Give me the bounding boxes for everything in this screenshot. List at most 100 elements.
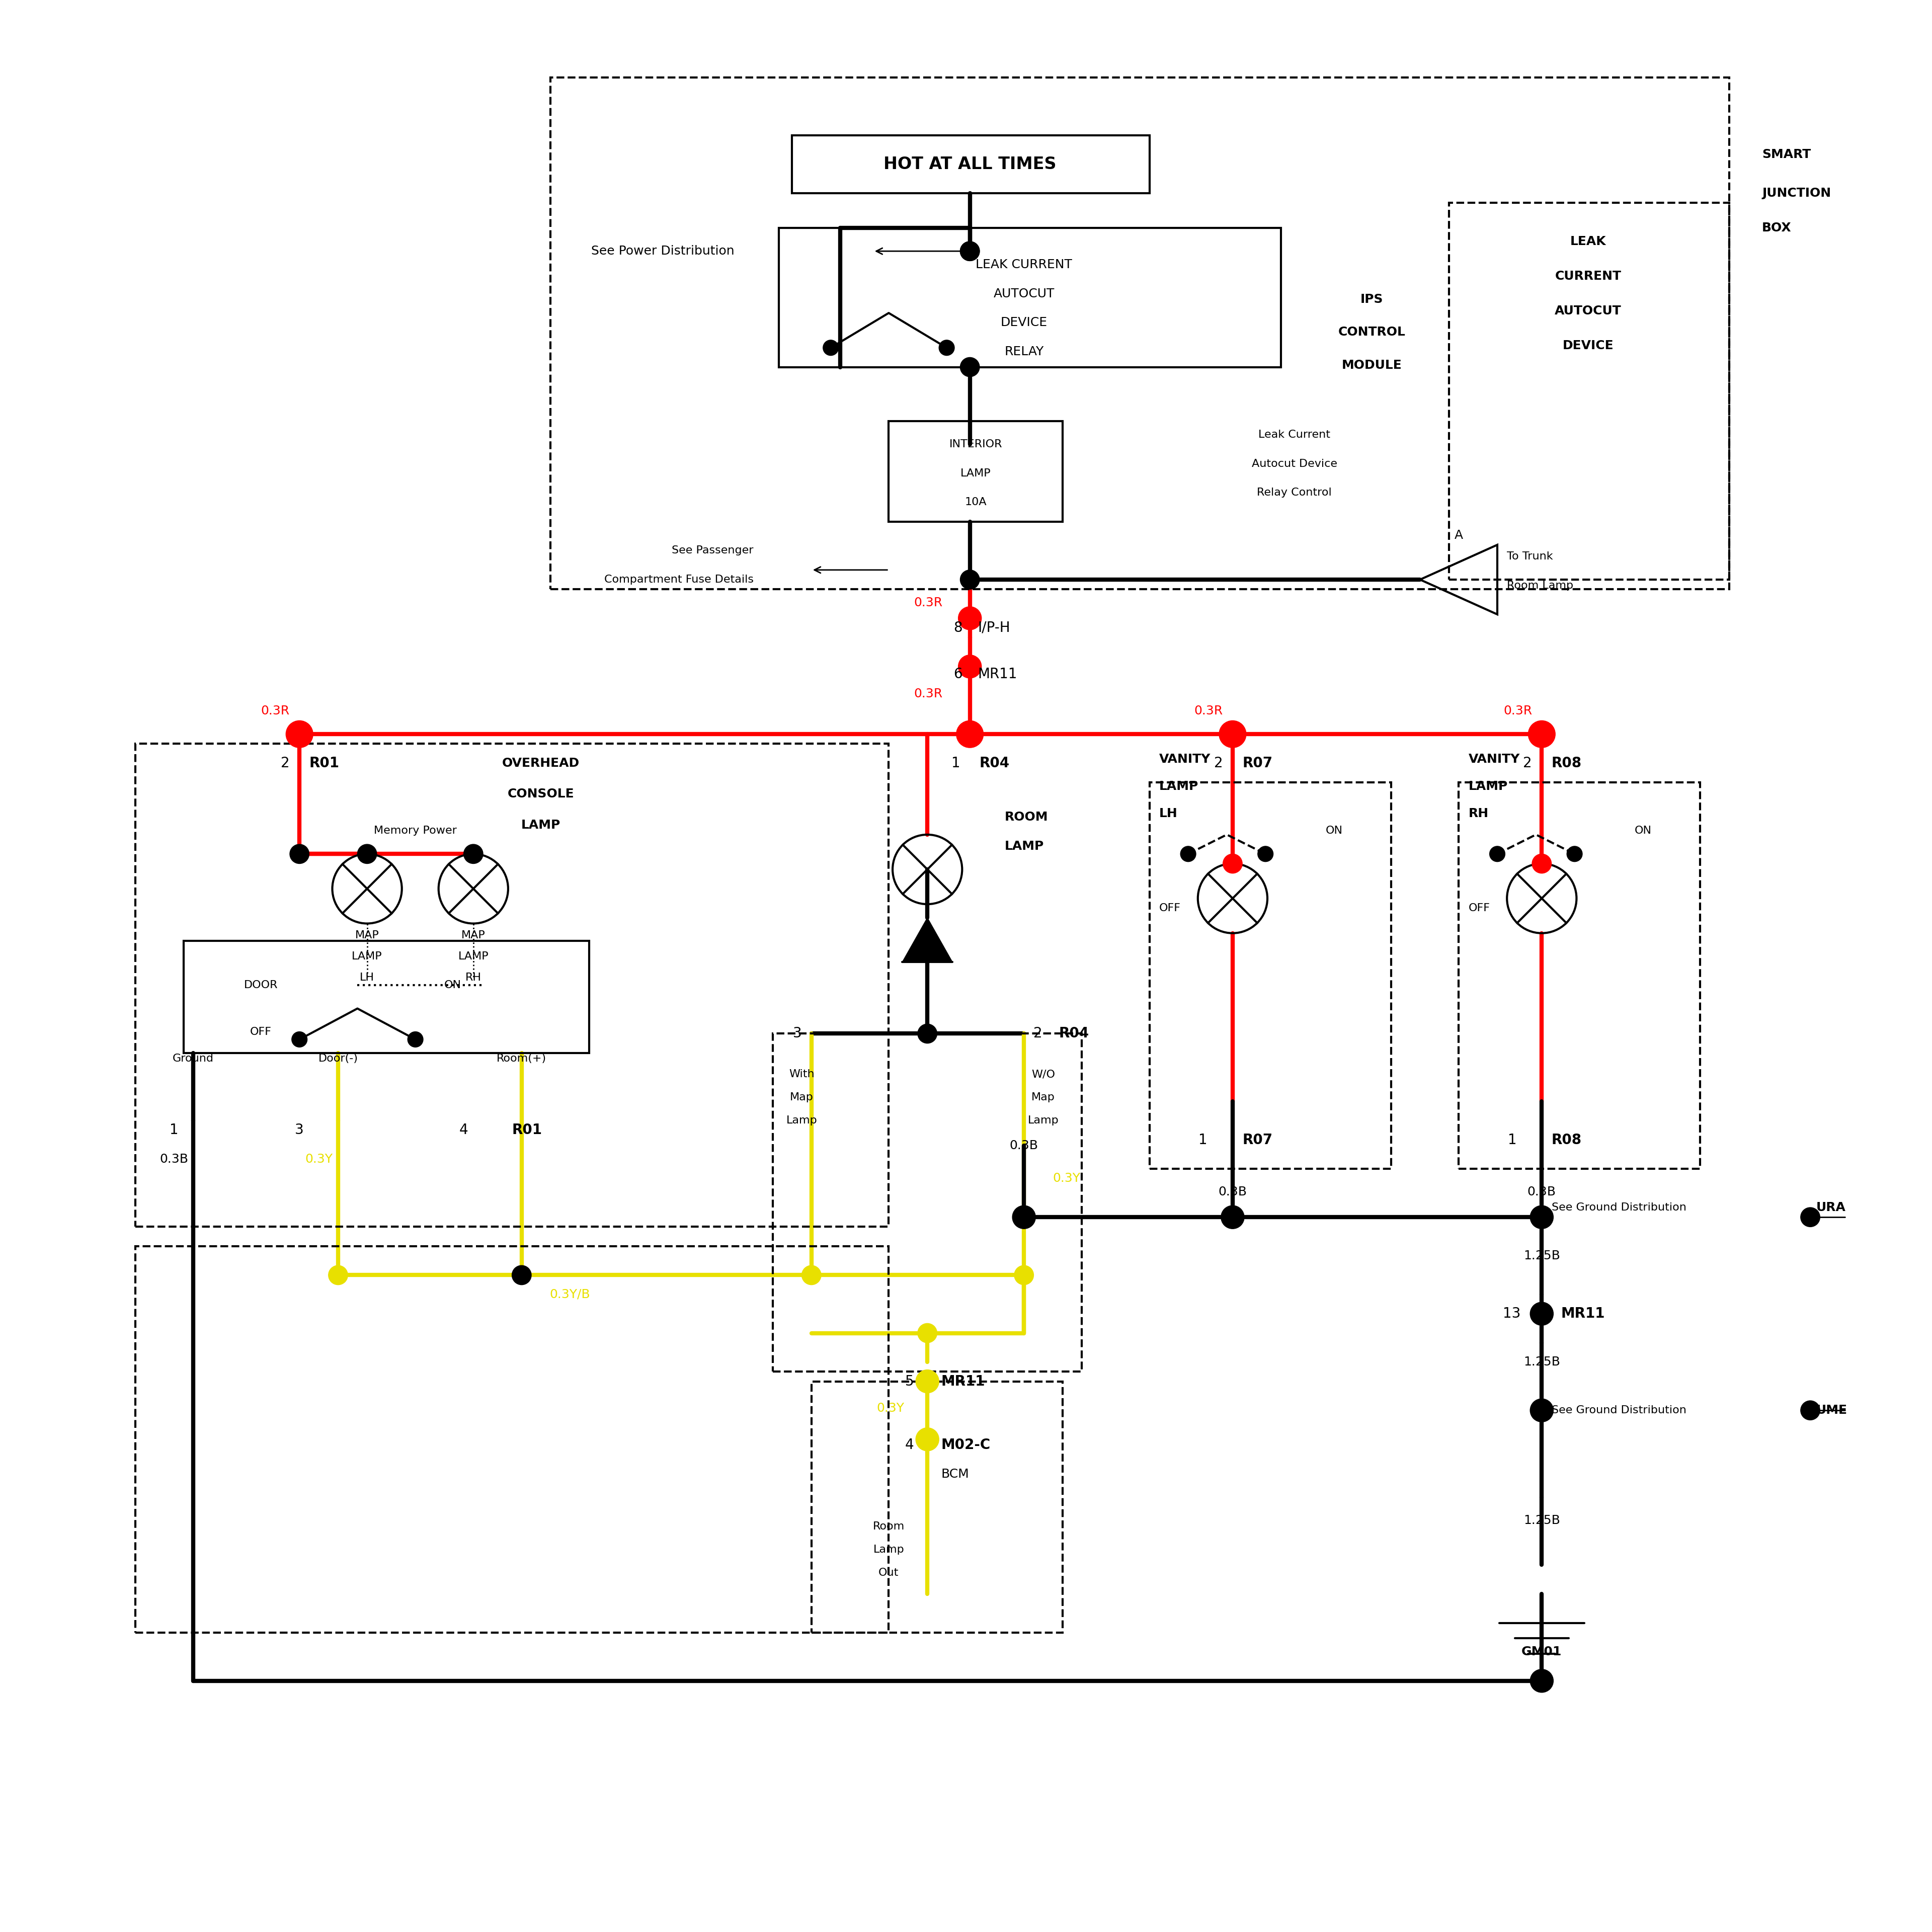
Text: Lamp: Lamp: [1028, 1115, 1059, 1126]
Circle shape: [464, 844, 483, 864]
Text: 1: 1: [1198, 1132, 1208, 1148]
Text: CURRENT: CURRENT: [1555, 270, 1621, 282]
Bar: [135, 744, 889, 1227]
Text: LAMP: LAMP: [522, 819, 560, 831]
Text: Ground: Ground: [172, 1053, 214, 1065]
Text: AUTOCUT: AUTOCUT: [1555, 305, 1621, 317]
Text: R01: R01: [512, 1122, 543, 1138]
Text: DEVICE: DEVICE: [1563, 340, 1613, 352]
Circle shape: [1530, 1399, 1553, 1422]
Circle shape: [960, 242, 980, 261]
Bar: [1449, 203, 1729, 580]
Text: AUTOCUT: AUTOCUT: [993, 288, 1055, 299]
Text: OVERHEAD: OVERHEAD: [502, 757, 580, 769]
Bar: [1459, 782, 1700, 1169]
Circle shape: [958, 607, 981, 630]
Text: W/O: W/O: [1032, 1068, 1055, 1080]
Text: 1.25B: 1.25B: [1524, 1250, 1559, 1262]
Circle shape: [960, 242, 980, 261]
Text: LAMP: LAMP: [458, 951, 489, 962]
Text: BOX: BOX: [1762, 222, 1791, 234]
Bar: [773, 1034, 1082, 1372]
Text: MAP: MAP: [462, 929, 485, 941]
Text: LH: LH: [359, 972, 375, 983]
Text: LAMP: LAMP: [1468, 781, 1507, 792]
Text: 4: 4: [460, 1122, 468, 1138]
Text: CONSOLE: CONSOLE: [508, 788, 574, 800]
Circle shape: [1490, 846, 1505, 862]
Text: LAMP: LAMP: [352, 951, 383, 962]
Text: 2: 2: [1034, 1026, 1043, 1041]
Text: ON: ON: [1325, 825, 1343, 837]
Text: JUNCTION: JUNCTION: [1762, 187, 1832, 199]
Circle shape: [408, 1032, 423, 1047]
Text: 0.3B: 0.3B: [160, 1153, 187, 1165]
Text: R04: R04: [1059, 1026, 1090, 1041]
Bar: [135, 1246, 889, 1633]
Circle shape: [512, 1265, 531, 1285]
Bar: [184, 941, 589, 1053]
Text: 0.3R: 0.3R: [1194, 705, 1223, 717]
Text: 6: 6: [952, 667, 962, 682]
Circle shape: [802, 1265, 821, 1285]
Circle shape: [939, 340, 954, 355]
Text: Lamp: Lamp: [786, 1115, 817, 1126]
Circle shape: [956, 721, 983, 748]
Text: MR11: MR11: [978, 667, 1016, 682]
Text: To Trunk: To Trunk: [1507, 551, 1553, 562]
Text: Relay Control: Relay Control: [1258, 487, 1331, 498]
Text: 3: 3: [296, 1122, 303, 1138]
Polygon shape: [902, 918, 952, 962]
Circle shape: [916, 1370, 939, 1393]
Text: URA: URA: [1816, 1202, 1845, 1213]
Circle shape: [1223, 854, 1242, 873]
Text: BCM: BCM: [941, 1468, 970, 1480]
Text: 0.3B: 0.3B: [1010, 1140, 1037, 1151]
Text: 1: 1: [951, 755, 960, 771]
Circle shape: [1801, 1208, 1820, 1227]
Text: VANITY: VANITY: [1159, 753, 1211, 765]
Text: 2: 2: [280, 755, 290, 771]
Text: 0.3Y: 0.3Y: [877, 1403, 904, 1414]
Text: Room: Room: [873, 1520, 904, 1532]
Text: OFF: OFF: [249, 1026, 272, 1037]
Text: Map: Map: [1032, 1092, 1055, 1103]
Circle shape: [1567, 846, 1582, 862]
Text: 0.3R: 0.3R: [914, 597, 943, 609]
Text: 13: 13: [1503, 1306, 1520, 1321]
Text: R01: R01: [309, 755, 340, 771]
Circle shape: [1801, 1401, 1820, 1420]
Circle shape: [918, 1323, 937, 1343]
Text: R07: R07: [1242, 755, 1273, 771]
Text: Out: Out: [879, 1567, 898, 1578]
Text: Leak Current: Leak Current: [1258, 429, 1331, 440]
Text: 2: 2: [1522, 755, 1532, 771]
Circle shape: [1012, 1206, 1036, 1229]
Bar: [1150, 782, 1391, 1169]
Text: ON: ON: [444, 980, 462, 991]
Circle shape: [1180, 846, 1196, 862]
Text: 0.3Y: 0.3Y: [305, 1153, 332, 1165]
Text: Map: Map: [790, 1092, 813, 1103]
Text: LH: LH: [1159, 808, 1179, 819]
Text: RELAY: RELAY: [1005, 346, 1043, 357]
Text: A: A: [1455, 529, 1463, 541]
Text: I/P-H: I/P-H: [978, 620, 1010, 636]
Bar: [551, 77, 1729, 589]
Circle shape: [1530, 1206, 1553, 1229]
Text: Lamp: Lamp: [873, 1544, 904, 1555]
Circle shape: [918, 1024, 937, 1043]
Text: Compartment Fuse Details: Compartment Fuse Details: [605, 574, 753, 585]
Text: MR11: MR11: [941, 1374, 985, 1389]
Text: See Passenger: See Passenger: [672, 545, 753, 556]
Text: 1: 1: [1507, 1132, 1517, 1148]
Circle shape: [1532, 854, 1551, 873]
Text: LAMP: LAMP: [960, 468, 991, 479]
Text: 1: 1: [170, 1122, 178, 1138]
Text: 2: 2: [1213, 755, 1223, 771]
Text: IPS: IPS: [1360, 294, 1383, 305]
Text: RH: RH: [466, 972, 481, 983]
Circle shape: [1014, 1265, 1034, 1285]
Text: Door(-): Door(-): [319, 1053, 357, 1065]
Circle shape: [328, 1265, 348, 1285]
